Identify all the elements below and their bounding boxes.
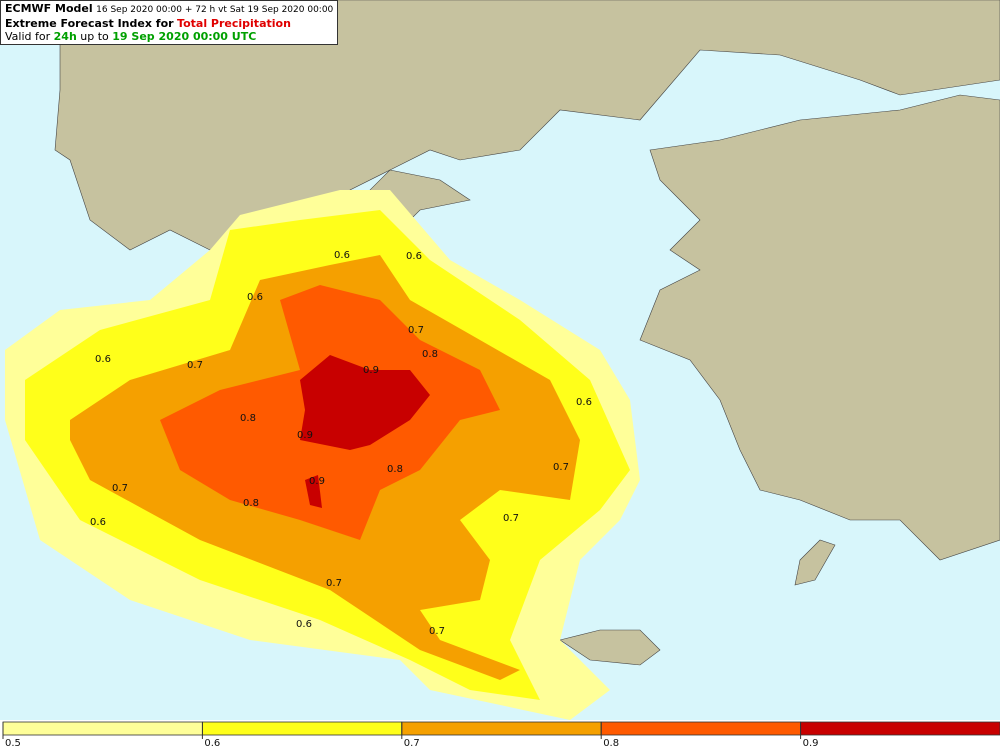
contour-label: 0.7 xyxy=(429,626,445,637)
contour-label: 0.6 xyxy=(334,250,350,261)
run: 16 Sep 2020 00:00 + 72 h vt Sat 19 Sep 2… xyxy=(96,5,334,15)
contour-label: 0.7 xyxy=(112,483,128,494)
colorbar-segment xyxy=(401,721,602,736)
contour-label: 0.7 xyxy=(408,325,424,336)
valid-prefix: Valid for xyxy=(5,30,51,43)
colorbar-label: 0.5 xyxy=(5,738,21,749)
contour-label: 0.6 xyxy=(95,354,111,365)
header: ECMWF Model 16 Sep 2020 00:00 + 72 h vt … xyxy=(0,0,339,45)
contour-label: 0.7 xyxy=(503,513,519,524)
colorbar-label: 0.8 xyxy=(603,738,619,749)
efi-areas xyxy=(5,190,640,720)
contour-label: 0.9 xyxy=(363,365,379,376)
contour-label: 0.8 xyxy=(243,498,259,509)
contour-label: 0.6 xyxy=(406,251,422,262)
colorbar: 0.5 0.6 0.7 0.8 0.9 xyxy=(2,721,1000,749)
contour-label: 0.6 xyxy=(296,619,312,630)
colorbar-segment xyxy=(2,721,203,736)
valid-time: 19 Sep 2020 00:00 UTC xyxy=(112,30,257,43)
colorbar-segment xyxy=(201,721,403,736)
contour-label: 0.7 xyxy=(326,578,342,589)
colorbar-segment xyxy=(800,721,1000,736)
valid-mid: up to xyxy=(80,30,109,43)
contour-label: 0.7 xyxy=(553,462,569,473)
contour-label: 0.9 xyxy=(309,476,325,487)
parameter: Total Precipitation xyxy=(177,17,291,30)
colorbar-segment xyxy=(600,721,802,736)
contour-label: 0.7 xyxy=(187,360,203,371)
index: Extreme Forecast Index for xyxy=(5,17,174,30)
contour-label: 0.6 xyxy=(576,397,592,408)
contour-labels: 0.6 0.6 0.6 0.6 0.7 0.8 0.9 0.7 0.8 0.9 … xyxy=(90,250,592,637)
colorbar-label: 0.6 xyxy=(204,738,220,749)
contour-label: 0.6 xyxy=(90,517,106,528)
model: ECMWF Model xyxy=(5,2,93,15)
contour-label: 0.8 xyxy=(240,413,256,424)
colorbar-label: 0.9 xyxy=(803,738,819,749)
contour-label: 0.8 xyxy=(422,349,438,360)
colorbar-label: 0.7 xyxy=(404,738,420,749)
contour-label: 0.6 xyxy=(247,292,263,303)
efi-area xyxy=(300,355,430,450)
contour-label: 0.9 xyxy=(297,430,313,441)
period: 24h xyxy=(53,30,77,43)
efi-area xyxy=(305,475,322,508)
contour-label: 0.8 xyxy=(387,464,403,475)
